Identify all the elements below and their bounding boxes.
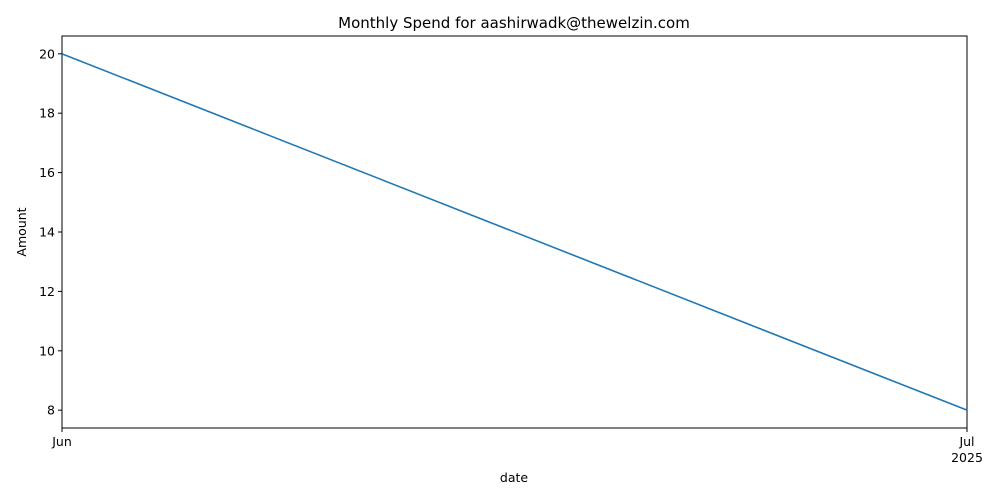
y-tick-label: 18	[39, 106, 55, 121]
y-tick-label: 8	[47, 403, 55, 418]
x-axis-label: date	[500, 470, 528, 485]
series-group	[61, 53, 968, 411]
y-tick-label: 16	[39, 165, 55, 180]
series-line	[61, 53, 968, 411]
x-tick-label: Jul	[958, 434, 974, 449]
y-tick-label: 12	[39, 284, 55, 299]
y-tick-label: 10	[39, 343, 55, 358]
x-tick-label: Jun	[51, 434, 72, 449]
x-year-label: 2025	[951, 450, 983, 465]
y-axis-label: Amount	[14, 207, 29, 256]
y-axis: 8 10 12 14 16 18 20	[39, 46, 62, 418]
chart-title: Monthly Spend for aashirwadk@thewelzin.c…	[338, 14, 690, 32]
y-tick-label: 20	[39, 46, 55, 61]
y-tick-label: 14	[39, 225, 55, 240]
